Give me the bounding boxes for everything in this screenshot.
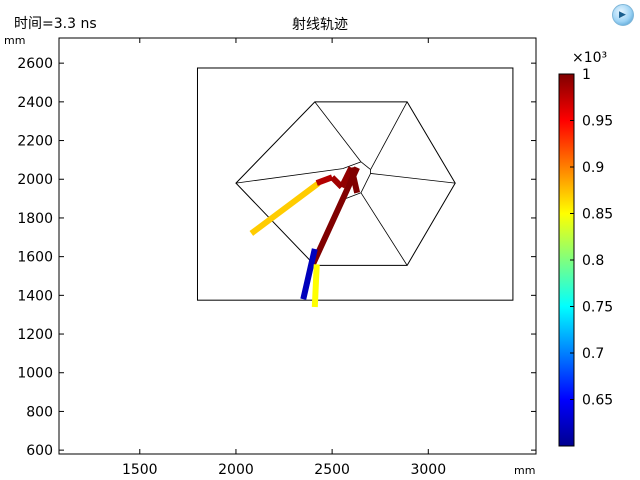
y-axis-unit-label: mm: [4, 34, 25, 47]
y-tick-label: 2400: [17, 95, 53, 111]
y-tick-label: 1800: [17, 211, 53, 227]
boundary-rectangle: [196, 67, 514, 301]
colorbar-ticks: 1 0.95 0.9 0.85 0.8 0.75 0.7 0.65: [570, 67, 613, 409]
y-tick-label: 1200: [17, 327, 53, 343]
mesh-line: [360, 173, 371, 193]
x-axis: 1500 2000 2500 3000: [122, 38, 446, 478]
mesh-line: [235, 168, 343, 184]
ray-layer: [249, 166, 361, 308]
mesh-line: [370, 101, 408, 170]
colorbar: ×10³ 1 0.95 0.9 0.85 0.8 0.75 0.7 0.65: [558, 50, 613, 447]
ray-segment: [311, 264, 320, 308]
y-axis: 600 800 1000 1200 1400 1600 1800 2000 2200 2400 26…: [17, 56, 536, 459]
y-tick-label: 1000: [17, 366, 53, 382]
colorbar-tick-label: 0.85: [582, 207, 613, 223]
colorbar-tick-label: 0.75: [582, 300, 613, 316]
x-tick-label: 1500: [122, 462, 158, 478]
colorbar-tick-label: 0.65: [582, 393, 613, 409]
y-tick-label: 1400: [17, 288, 53, 304]
y-tick-label: 2200: [17, 134, 53, 150]
ray-segment: [249, 180, 321, 236]
x-tick-label: 2500: [314, 462, 350, 478]
y-tick-label: 800: [26, 404, 53, 420]
y-tick-label: 2600: [17, 56, 53, 72]
colorbar-tick-label: 0.95: [582, 114, 613, 130]
ray-segment: [300, 248, 318, 300]
ray-segment: [315, 174, 334, 186]
mesh-line: [342, 161, 362, 169]
y-tick-label: 600: [26, 443, 53, 459]
mesh-line: [345, 192, 362, 199]
mesh-line: [314, 101, 362, 163]
y-tick-label: 1600: [17, 250, 53, 266]
colorbar-tick-label: 0.8: [582, 253, 604, 269]
chart-title: 射线轨迹: [292, 17, 348, 33]
plot-frame: [58, 37, 537, 455]
y-tick-label: 2000: [17, 172, 53, 188]
colorbar-exponent: ×10³: [572, 50, 607, 66]
mesh-line: [360, 192, 408, 266]
x-tick-label: 3000: [410, 462, 446, 478]
time-label: 时间=3.3 ns: [14, 16, 97, 32]
mesh-line: [360, 161, 371, 170]
colorbar-tick-label: 0.9: [582, 160, 604, 176]
comsol-logo-icon[interactable]: ▶: [612, 4, 634, 26]
x-axis-unit-label: mm: [514, 464, 535, 477]
colorbar-tick-label: 0.7: [582, 346, 604, 362]
colorbar-tick-label: 1: [582, 67, 591, 83]
x-tick-label: 2000: [218, 462, 254, 478]
mesh-line: [370, 173, 456, 184]
ray-segment: [310, 166, 360, 266]
